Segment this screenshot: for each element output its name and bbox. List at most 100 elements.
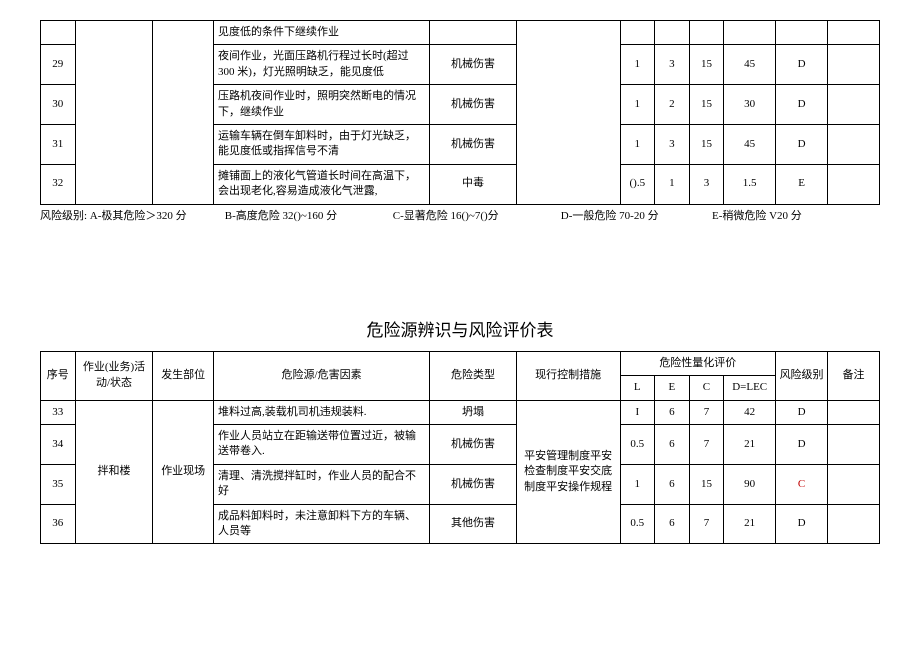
location-cell: 作业现场 bbox=[153, 400, 214, 544]
seq-cell: 34 bbox=[41, 425, 76, 465]
E-cell: 6 bbox=[655, 400, 690, 424]
L-cell: 1 bbox=[620, 124, 655, 164]
table-row: 见度低的条件下继续作业 bbox=[41, 21, 880, 45]
hazard-cell: 见度低的条件下继续作业 bbox=[213, 21, 429, 45]
col-D: D=LEC bbox=[724, 376, 776, 400]
seq-cell: 32 bbox=[41, 164, 76, 204]
lvl-cell: C bbox=[776, 464, 828, 504]
legend-b: B-高度危险 32()~160 分 bbox=[225, 207, 393, 226]
note-cell bbox=[828, 164, 880, 204]
seq-cell: 29 bbox=[41, 45, 76, 85]
col-lvl: 风险级别 bbox=[776, 351, 828, 400]
col-note: 备注 bbox=[828, 351, 880, 400]
col-C: C bbox=[689, 376, 724, 400]
control-cell: 平安管理制度平安检查制度平安交底制度平安操作规程 bbox=[516, 400, 620, 544]
L-cell: 0.5 bbox=[620, 504, 655, 544]
note-cell bbox=[828, 45, 880, 85]
section-title: 危险源辨识与风险评价表 bbox=[40, 316, 880, 341]
hazard-cell: 摊铺面上的液化气管道长时间在高温下，会出现老化,容易造成液化气泄露, bbox=[213, 164, 429, 204]
C-cell: 7 bbox=[689, 400, 724, 424]
legend-c: C-显著危险 16()~7()分 bbox=[393, 207, 561, 226]
seq-cell: 36 bbox=[41, 504, 76, 544]
type-cell: 坍塌 bbox=[430, 400, 516, 424]
L-cell: 1 bbox=[620, 464, 655, 504]
type-cell: 机械伤害 bbox=[430, 425, 516, 465]
D-cell: 45 bbox=[724, 124, 776, 164]
lvl-cell: D bbox=[776, 124, 828, 164]
E-cell: 3 bbox=[655, 124, 690, 164]
hazard-cell: 作业人员站立在距输送带位置过近，被输送带卷入. bbox=[213, 425, 429, 465]
hazard-cell: 堆料过高,装载机司机违规装料. bbox=[213, 400, 429, 424]
col-seq: 序号 bbox=[41, 351, 76, 400]
col-ctrl: 现行控制措施 bbox=[516, 351, 620, 400]
E-cell: 6 bbox=[655, 425, 690, 465]
C-cell: 7 bbox=[689, 425, 724, 465]
seq-cell: 31 bbox=[41, 124, 76, 164]
note-cell bbox=[828, 124, 880, 164]
legend-d: D-一般危险 70-20 分 bbox=[561, 207, 712, 226]
E-cell: 6 bbox=[655, 464, 690, 504]
lvl-cell: D bbox=[776, 400, 828, 424]
hazard-table-1: 见度低的条件下继续作业 29 夜间作业，光面压路机行程过长时(超过 300 米)，… bbox=[40, 20, 880, 205]
note-cell bbox=[828, 504, 880, 544]
D-cell: 90 bbox=[724, 464, 776, 504]
D-cell: 30 bbox=[724, 85, 776, 125]
D-cell: 21 bbox=[724, 504, 776, 544]
note-cell bbox=[828, 425, 880, 465]
L-cell: 1 bbox=[620, 45, 655, 85]
L-cell: 0.5 bbox=[620, 425, 655, 465]
seq-cell: 30 bbox=[41, 85, 76, 125]
type-cell: 机械伤害 bbox=[430, 464, 516, 504]
C-cell: 15 bbox=[689, 45, 724, 85]
lvl-cell: D bbox=[776, 45, 828, 85]
risk-legend: 风险级别: A-极其危险＞320 分 B-高度危险 32()~160 分 C-显… bbox=[40, 207, 880, 226]
lvl-cell: E bbox=[776, 164, 828, 204]
hazard-cell: 清理、清洗搅拌缸时，作业人员的配合不好 bbox=[213, 464, 429, 504]
lvl-cell: D bbox=[776, 504, 828, 544]
hazard-cell: 夜间作业，光面压路机行程过长时(超过 300 米)，灯光照明缺乏，能见度低 bbox=[213, 45, 429, 85]
header-row: 序号 作业(业务)活动/状态 发生部位 危险源/危害因素 危险类型 现行控制措施… bbox=[41, 351, 880, 375]
type-cell: 机械伤害 bbox=[430, 124, 516, 164]
type-cell: 其他伤害 bbox=[430, 504, 516, 544]
note-cell bbox=[828, 85, 880, 125]
D-cell: 45 bbox=[724, 45, 776, 85]
col-L: L bbox=[620, 376, 655, 400]
legend-a: 风险级别: A-极其危险＞320 分 bbox=[40, 207, 225, 226]
col-E: E bbox=[655, 376, 690, 400]
hazard-cell: 成品料卸料时，未注意卸料下方的车辆、人员等 bbox=[213, 504, 429, 544]
legend-e: E-稍微危险 V20 分 bbox=[712, 207, 880, 226]
L-cell: ().5 bbox=[620, 164, 655, 204]
hazard-cell: 运输车辆在倒车卸料时，由于灯光缺乏，能见度低或指挥信号不清 bbox=[213, 124, 429, 164]
D-cell: 1.5 bbox=[724, 164, 776, 204]
col-act: 作业(业务)活动/状态 bbox=[75, 351, 153, 400]
E-cell: 3 bbox=[655, 45, 690, 85]
hazard-table-2: 序号 作业(业务)活动/状态 发生部位 危险源/危害因素 危险类型 现行控制措施… bbox=[40, 351, 880, 545]
seq-cell: 33 bbox=[41, 400, 76, 424]
L-cell: 1 bbox=[620, 85, 655, 125]
type-cell: 机械伤害 bbox=[430, 85, 516, 125]
hazard-cell: 压路机夜间作业时，照明突然断电的情况下，继续作业 bbox=[213, 85, 429, 125]
table-row: 33拌和楼作业现场堆料过高,装载机司机违规装料.坍塌平安管理制度平安检查制度平安… bbox=[41, 400, 880, 424]
C-cell: 7 bbox=[689, 504, 724, 544]
C-cell: 15 bbox=[689, 464, 724, 504]
E-cell: 1 bbox=[655, 164, 690, 204]
E-cell: 2 bbox=[655, 85, 690, 125]
E-cell: 6 bbox=[655, 504, 690, 544]
note-cell bbox=[828, 400, 880, 424]
C-cell: 15 bbox=[689, 85, 724, 125]
type-cell: 机械伤害 bbox=[430, 45, 516, 85]
type-cell: 中毒 bbox=[430, 164, 516, 204]
col-type: 危险类型 bbox=[430, 351, 516, 400]
seq-cell: 35 bbox=[41, 464, 76, 504]
col-loc: 发生部位 bbox=[153, 351, 214, 400]
C-cell: 15 bbox=[689, 124, 724, 164]
L-cell: I bbox=[620, 400, 655, 424]
activity-cell: 拌和楼 bbox=[75, 400, 153, 544]
lvl-cell: D bbox=[776, 425, 828, 465]
lvl-cell: D bbox=[776, 85, 828, 125]
note-cell bbox=[828, 464, 880, 504]
col-hazard: 危险源/危害因素 bbox=[213, 351, 429, 400]
D-cell: 21 bbox=[724, 425, 776, 465]
C-cell: 3 bbox=[689, 164, 724, 204]
D-cell: 42 bbox=[724, 400, 776, 424]
